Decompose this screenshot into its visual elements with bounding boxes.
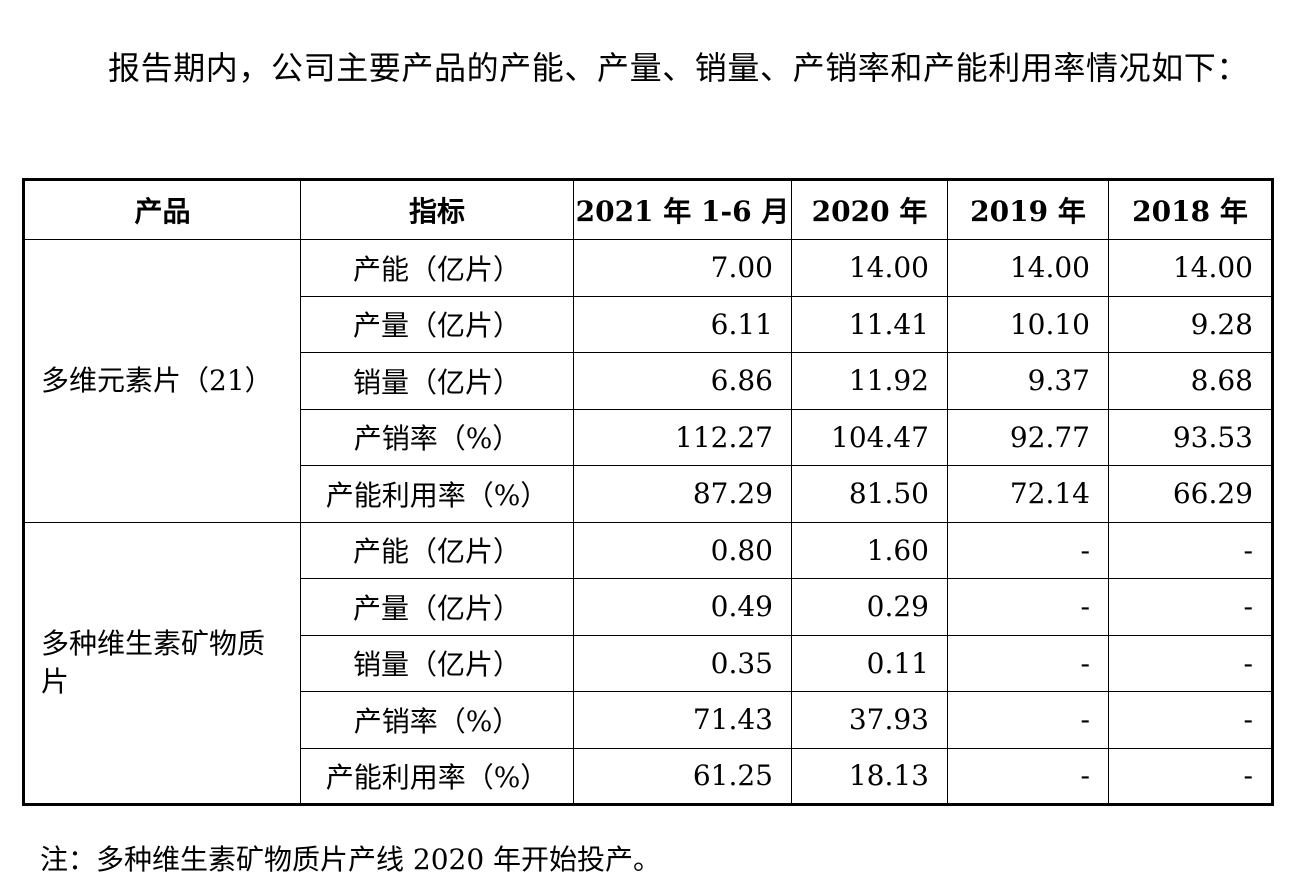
table-row: 产量（亿片） 0.49 0.29 - - bbox=[24, 578, 1273, 636]
value-cell: 71.43 bbox=[573, 691, 792, 749]
table-row: 产销率（%） 112.27 104.47 92.77 93.53 bbox=[24, 408, 1273, 466]
value-cell: 93.53 bbox=[1108, 408, 1273, 466]
value-cell: 92.77 bbox=[947, 408, 1109, 466]
value-cell: 11.92 bbox=[791, 352, 948, 410]
indicator-label: 产能（亿片） bbox=[300, 239, 574, 297]
value-cell: 66.29 bbox=[1108, 465, 1273, 523]
table-row: 销量（亿片） 6.86 11.92 9.37 8.68 bbox=[24, 352, 1273, 410]
value-cell: 0.49 bbox=[573, 578, 792, 636]
indicator-label: 产销率（%） bbox=[300, 408, 574, 466]
indicator-label: 产能利用率（%） bbox=[300, 465, 574, 523]
table-row: 产能利用率（%） 61.25 18.13 - - bbox=[24, 747, 1273, 805]
intro-paragraph: 报告期内，公司主要产品的产能、产量、销量、产销率和产能利用率情况如下： bbox=[108, 49, 1250, 87]
table-row: 多种维生素矿物质片 产能（亿片） 0.80 1.60 - - bbox=[23, 521, 1273, 805]
header-2018: 2018 年 bbox=[1108, 179, 1273, 240]
value-cell: - bbox=[1108, 691, 1273, 749]
value-cell: 0.29 bbox=[791, 578, 948, 636]
value-cell: 0.11 bbox=[791, 634, 948, 692]
value-cell: 9.28 bbox=[1108, 295, 1273, 353]
capacity-output-sales-table: 产品 指标 2021 年 1-6 月 2020 年 2019 年 2018 年 … bbox=[22, 178, 1274, 806]
value-cell: 14.00 bbox=[791, 239, 948, 297]
indicator-label: 产量（亿片） bbox=[300, 295, 574, 353]
value-cell: 0.80 bbox=[573, 521, 792, 579]
value-cell: - bbox=[947, 691, 1109, 749]
value-cell: 8.68 bbox=[1108, 352, 1273, 410]
indicator-label: 产能利用率（%） bbox=[300, 747, 574, 805]
value-cell: - bbox=[1108, 747, 1273, 805]
value-cell: 72.14 bbox=[947, 465, 1109, 523]
indicator-label: 产能（亿片） bbox=[300, 521, 574, 579]
value-cell: 18.13 bbox=[791, 747, 948, 805]
header-2020: 2020 年 bbox=[791, 179, 948, 240]
table-row: 销量（亿片） 0.35 0.11 - - bbox=[24, 634, 1273, 692]
value-cell: 9.37 bbox=[947, 352, 1109, 410]
value-cell: 14.00 bbox=[947, 239, 1109, 297]
value-cell: 81.50 bbox=[791, 465, 948, 523]
value-cell: 6.11 bbox=[573, 295, 792, 353]
value-cell: 112.27 bbox=[573, 408, 792, 466]
value-cell: 14.00 bbox=[1108, 239, 1273, 297]
value-cell: 7.00 bbox=[573, 239, 792, 297]
table-header-row: 产品 指标 2021 年 1-6 月 2020 年 2019 年 2018 年 bbox=[23, 179, 1273, 240]
indicator-label: 销量（亿片） bbox=[300, 634, 574, 692]
value-cell: 87.29 bbox=[573, 465, 792, 523]
product-name: 多种维生素矿物质片 bbox=[23, 521, 301, 805]
value-cell: 37.93 bbox=[791, 691, 948, 749]
value-cell: 61.25 bbox=[573, 747, 792, 805]
value-cell: 11.41 bbox=[791, 295, 948, 353]
value-cell: - bbox=[947, 747, 1109, 805]
footnote: 注：多种维生素矿物质片产线 2020 年开始投产。 bbox=[40, 843, 662, 876]
header-2019: 2019 年 bbox=[947, 179, 1109, 240]
indicator-label: 产量（亿片） bbox=[300, 578, 574, 636]
value-cell: - bbox=[947, 521, 1109, 579]
table-row: 产销率（%） 71.43 37.93 - - bbox=[24, 691, 1273, 749]
header-2021h1: 2021 年 1-6 月 bbox=[573, 179, 792, 240]
header-indicator: 指标 bbox=[300, 179, 574, 240]
value-cell: 10.10 bbox=[947, 295, 1109, 353]
table-row: 多维元素片（21） 产能（亿片） 7.00 14.00 14.00 14.00 bbox=[23, 239, 1273, 523]
indicator-label: 销量（亿片） bbox=[300, 352, 574, 410]
value-cell: - bbox=[947, 634, 1109, 692]
table-row: 产能利用率（%） 87.29 81.50 72.14 66.29 bbox=[24, 465, 1273, 523]
product-name: 多维元素片（21） bbox=[23, 239, 301, 523]
value-cell: - bbox=[1108, 521, 1273, 579]
value-cell: 104.47 bbox=[791, 408, 948, 466]
value-cell: - bbox=[1108, 634, 1273, 692]
value-cell: - bbox=[947, 578, 1109, 636]
header-product: 产品 bbox=[23, 179, 301, 240]
value-cell: 1.60 bbox=[791, 521, 948, 579]
value-cell: 0.35 bbox=[573, 634, 792, 692]
indicator-label: 产销率（%） bbox=[300, 691, 574, 749]
value-cell: - bbox=[1108, 578, 1273, 636]
value-cell: 6.86 bbox=[573, 352, 792, 410]
